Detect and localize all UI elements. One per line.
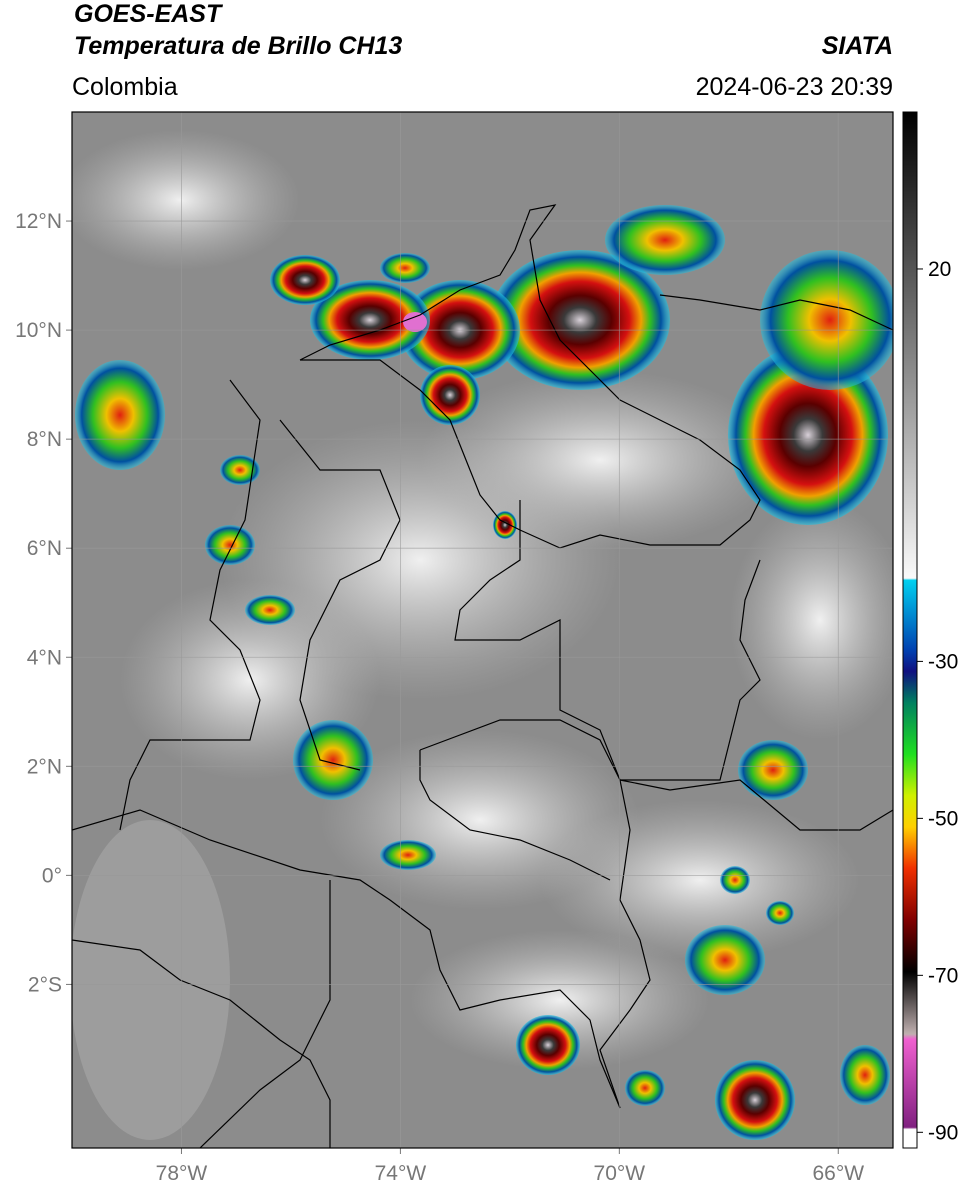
title: GOES-EAST: [74, 0, 224, 28]
y-tick-label: 10°N: [15, 319, 62, 342]
colorbar: [902, 111, 918, 1149]
x-tick-label: 74°W: [375, 1162, 427, 1185]
colorbar-tick-label: -90: [928, 1121, 958, 1144]
x-tick-label: 66°W: [812, 1162, 864, 1185]
y-tick-label: 12°N: [15, 210, 62, 233]
region: Colombia: [72, 73, 178, 101]
colorbar-tick-label: -30: [928, 650, 958, 673]
y-tick-label: 6°N: [27, 537, 62, 560]
x-tick-label: 78°W: [156, 1162, 208, 1185]
y-tick-label: 8°N: [27, 428, 62, 451]
graticule: [66, 112, 893, 1154]
datetime: 2024-06-23 20:39: [696, 73, 893, 101]
y-tick-label: 2°N: [27, 755, 62, 778]
colorbar-tick-label: -50: [928, 807, 958, 830]
x-tick-label: 70°W: [594, 1162, 646, 1185]
y-tick-label: 4°N: [27, 646, 62, 669]
y-tick-label: 2°S: [28, 973, 62, 996]
borders: [72, 204, 893, 1148]
source: SIATA: [822, 32, 893, 60]
subtitle: Temperatura de Brillo CH13: [74, 32, 402, 60]
satellite-image: [72, 112, 893, 1148]
map-frame: [71, 111, 894, 1149]
y-tick-label: 0°: [42, 864, 62, 887]
colorbar-tick-label: 20: [928, 258, 951, 281]
colorbar-tick-label: -70: [928, 964, 958, 987]
